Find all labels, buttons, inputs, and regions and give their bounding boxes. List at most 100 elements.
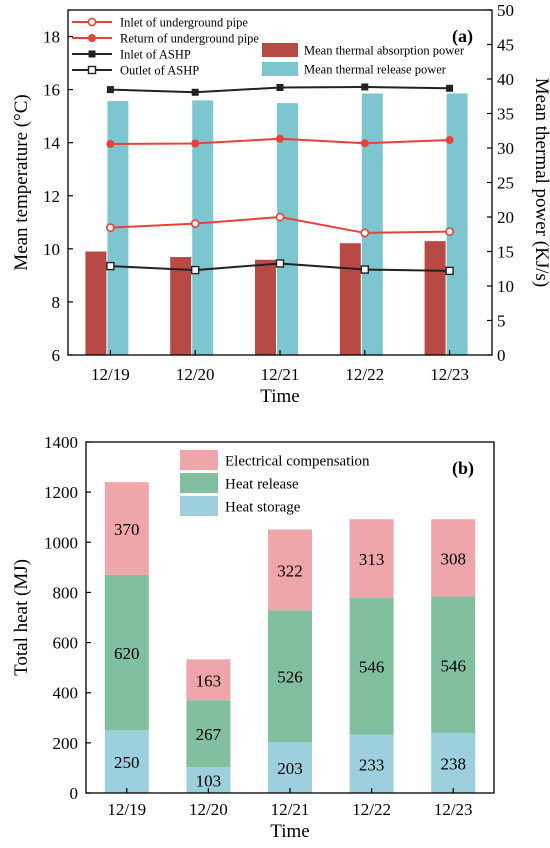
chart-b: 250 620 370 103 267 163 203 526 322 233 546 313 238 5… xyxy=(11,433,495,842)
xtick-label-1: 12/20 xyxy=(189,800,228,819)
point-0-2 xyxy=(275,212,285,222)
bar-value-label-1-4: 546 xyxy=(440,656,466,675)
point-3-3 xyxy=(360,265,369,274)
bar-1-1 xyxy=(186,700,231,768)
chart-a: 6 8 10 12 14 16 18 0 5 10 15 20 25 30 35 40 45 50 12/19 12/… xyxy=(11,1,550,407)
point-2-2 xyxy=(276,83,284,91)
bar-value-label-0-1: 103 xyxy=(196,772,222,791)
bar-0-0 xyxy=(85,251,107,355)
ytick-right-label-5: 25 xyxy=(497,174,514,193)
legend-label-line-3: Outlet of ASHP xyxy=(120,64,199,78)
legend-label-line-2: Inlet of ASHP xyxy=(120,48,191,62)
point-0-4 xyxy=(445,227,454,236)
bar-0-3 xyxy=(339,243,361,355)
ytick-left-label-1: 8 xyxy=(52,293,61,312)
bar-0-4 xyxy=(424,241,446,355)
bar-0-1 xyxy=(170,257,192,355)
bar-value-label-0-4: 238 xyxy=(440,755,466,774)
xtick-label-1: 12/20 xyxy=(176,365,215,384)
panel-label-a: (a) xyxy=(452,26,473,47)
bar-value-label-2-3: 313 xyxy=(359,550,385,569)
point-1-4 xyxy=(445,136,454,145)
ytick-left-label-4: 14 xyxy=(43,134,61,153)
ytick-label-6: 1200 xyxy=(44,483,78,502)
xtick-label-3: 12/22 xyxy=(345,365,384,384)
ytick-left-label-3: 12 xyxy=(43,187,60,206)
bar-value-label-0-3: 233 xyxy=(359,755,385,774)
y-axis-title-right: Mean thermal power (KJ/s) xyxy=(531,78,550,287)
point-0-0 xyxy=(106,223,115,233)
point-3-4 xyxy=(445,266,454,276)
legend-label-bar-0: Mean thermal absorption power xyxy=(304,44,465,58)
bar-value-label-1-1: 267 xyxy=(196,725,222,744)
legend-marker-0 xyxy=(87,17,97,27)
bar-1-4 xyxy=(431,596,476,734)
point-3-1 xyxy=(190,265,200,275)
bar-value-label-2-0: 370 xyxy=(114,520,140,539)
ytick-label-0: 0 xyxy=(70,784,79,803)
bar-1-2 xyxy=(268,610,312,743)
point-1-0 xyxy=(106,140,115,149)
point-3-0 xyxy=(106,261,115,271)
bar-value-label-1-3: 546 xyxy=(359,658,385,677)
legend-marker-3 xyxy=(87,65,97,75)
ytick-left-label-0: 6 xyxy=(52,346,61,365)
legend-swatch-bar-0 xyxy=(262,43,298,57)
legend-swatch-1 xyxy=(180,473,218,493)
bar-value-label-2-4: 308 xyxy=(440,549,466,568)
legend-swatch-bar-1 xyxy=(262,62,298,76)
panel-label-b: (b) xyxy=(452,458,474,479)
ytick-right-label-2: 10 xyxy=(497,277,514,296)
xtick-label-3: 12/22 xyxy=(352,800,391,819)
bar-1-3 xyxy=(361,93,383,356)
xtick-label-0: 12/19 xyxy=(91,365,130,384)
bar-1-4 xyxy=(446,93,468,356)
legend-swatch-0 xyxy=(180,496,218,516)
bar-0-4 xyxy=(431,733,476,793)
bar-0-3 xyxy=(349,734,394,793)
legend-swatch-2 xyxy=(180,450,218,470)
bar-2-1 xyxy=(186,659,231,701)
bar-value-label-1-2: 526 xyxy=(277,668,303,687)
bar-value-label-2-2: 322 xyxy=(277,561,303,580)
ytick-right-label-0: 0 xyxy=(497,346,506,365)
xtick-label-2: 12/21 xyxy=(271,800,310,819)
bar-0-2 xyxy=(268,742,312,793)
point-0-3 xyxy=(360,228,370,238)
bar-value-label-2-1: 163 xyxy=(196,671,222,690)
legend-label-line-0: Inlet of underground pipe xyxy=(120,16,248,30)
point-1-1 xyxy=(191,139,200,148)
ytick-label-5: 1000 xyxy=(44,533,78,552)
point-3-2 xyxy=(275,259,285,268)
point-1-2 xyxy=(276,134,284,143)
ytick-left-label-5: 16 xyxy=(43,81,60,100)
legend-label-1: Heat release xyxy=(225,477,299,493)
xtick-label-0: 12/19 xyxy=(107,800,146,819)
ytick-label-2: 400 xyxy=(53,684,79,703)
bar-1-2 xyxy=(277,103,298,356)
ytick-right-label-6: 30 xyxy=(497,139,514,158)
point-2-4 xyxy=(446,84,454,92)
point-2-1 xyxy=(191,88,199,96)
ytick-label-4: 800 xyxy=(53,583,79,602)
legend-marker-1 xyxy=(88,34,96,42)
bar-0-0 xyxy=(104,730,149,793)
bar-value-label-1-0: 620 xyxy=(114,644,140,663)
bar-1-3 xyxy=(349,597,394,735)
ytick-right-label-4: 20 xyxy=(497,208,514,227)
y-axis-title-left: Mean temperature (°C) xyxy=(11,94,32,270)
bar-2-4 xyxy=(431,519,476,597)
bar-value-label-0-0: 250 xyxy=(114,753,140,772)
ytick-right-label-3: 15 xyxy=(497,243,514,262)
bar-1-1 xyxy=(192,100,214,355)
ytick-right-label-7: 35 xyxy=(497,105,514,124)
legend-label-2: Electrical compensation xyxy=(225,454,370,470)
legend-label-0: Heat storage xyxy=(225,500,301,516)
ytick-right-label-8: 40 xyxy=(497,70,514,89)
bar-2-0 xyxy=(104,482,149,575)
point-1-3 xyxy=(360,139,369,148)
legend-marker-2 xyxy=(88,50,96,58)
ytick-label-3: 600 xyxy=(53,634,79,653)
xtick-label-4: 12/23 xyxy=(430,365,469,384)
